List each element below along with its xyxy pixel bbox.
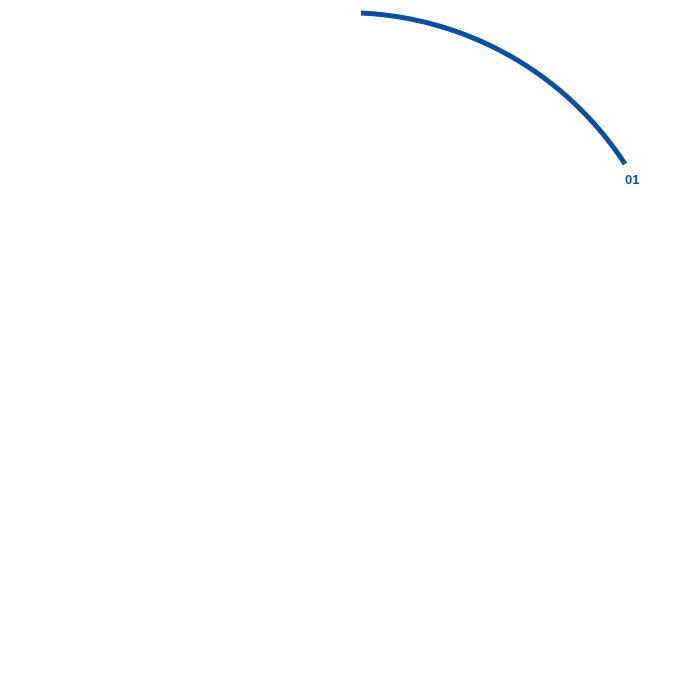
segment-label: 01 (625, 172, 640, 187)
segment-arc (360, 10, 628, 166)
